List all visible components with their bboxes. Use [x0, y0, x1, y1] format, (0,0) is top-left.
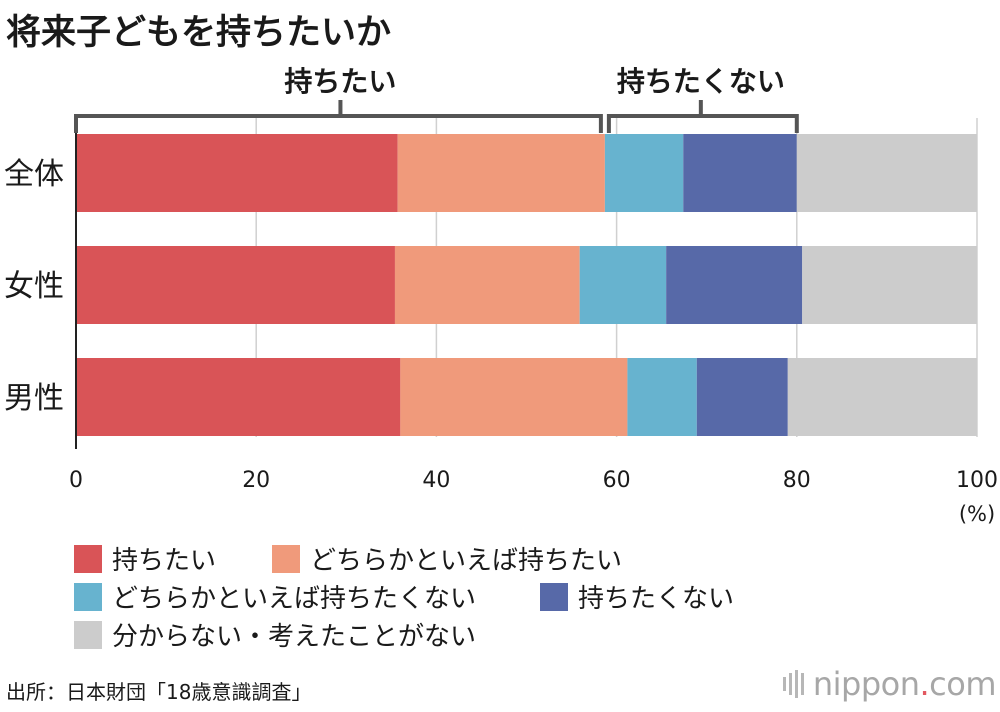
bracket-line [74, 114, 603, 133]
legend-swatch [74, 544, 102, 573]
legend-swatch [272, 544, 300, 573]
logo-dot: . [919, 665, 930, 703]
chart-title: 将来子どもを持ちたいか [6, 13, 392, 53]
category-label: 男性 [4, 381, 64, 416]
legend: 持ちたい どちらかといえば持ちたい どちらかといえば持ちたくない 持ちたくない … [74, 540, 774, 654]
x-tick-label: 60 [603, 468, 631, 493]
x-tick-label: 20 [242, 468, 270, 493]
legend-swatch [74, 620, 102, 649]
bar-segment [76, 246, 395, 324]
legend-item-rather-not-want: どちらかといえば持ちたくない [74, 578, 476, 615]
legend-label: どちらかといえば持ちたくない [112, 584, 477, 614]
source-note: 出所：日本財団「18歳意識調査」 [6, 680, 312, 704]
legend-item-rather-want: どちらかといえば持ちたい [272, 540, 622, 577]
logo-bars-icon [782, 670, 807, 698]
bar-segment [802, 246, 977, 324]
bracket-line [606, 114, 799, 133]
bar-segment [76, 134, 398, 212]
category-label: 女性 [4, 269, 64, 304]
bar-segment [394, 246, 580, 324]
legend-item-unknown: 分からない・考えたことがない [74, 616, 476, 653]
legend-item-not-want: 持ちたくない [540, 578, 734, 615]
bar-segment [604, 134, 684, 212]
bar-segment [666, 246, 803, 324]
bar-segment [579, 246, 667, 324]
legend-label: 持ちたくない [578, 584, 735, 614]
x-tick-label: 100 [956, 468, 998, 493]
bar-segment [400, 358, 628, 436]
legend-label: 持ちたい [112, 546, 217, 576]
legend-swatch [540, 582, 568, 611]
x-tick-label: 80 [783, 468, 811, 493]
logo-tld: com [929, 665, 996, 703]
bar-segment [787, 358, 977, 436]
category-label: 全体 [4, 157, 64, 192]
legend-swatch [74, 582, 102, 611]
bar-segment [796, 134, 977, 212]
bar-segment [627, 358, 697, 436]
bracket-label: 持ちたい [284, 65, 396, 98]
x-unit-label: (%) [959, 502, 995, 526]
bar-segment [683, 134, 797, 212]
nippon-logo: nippon. com [782, 665, 996, 703]
bar-segment [397, 134, 605, 212]
legend-label: 分からない・考えたことがない [112, 622, 477, 652]
legend-item-want: 持ちたい [74, 540, 216, 577]
bar-segment [696, 358, 788, 436]
bar-segment [76, 358, 401, 436]
x-tick-label: 40 [422, 468, 450, 493]
x-tick-label: 0 [69, 468, 83, 493]
logo-name: nippon [812, 665, 920, 703]
bracket-label: 持ちたくない [617, 65, 785, 98]
legend-label: どちらかといえば持ちたい [310, 546, 623, 576]
